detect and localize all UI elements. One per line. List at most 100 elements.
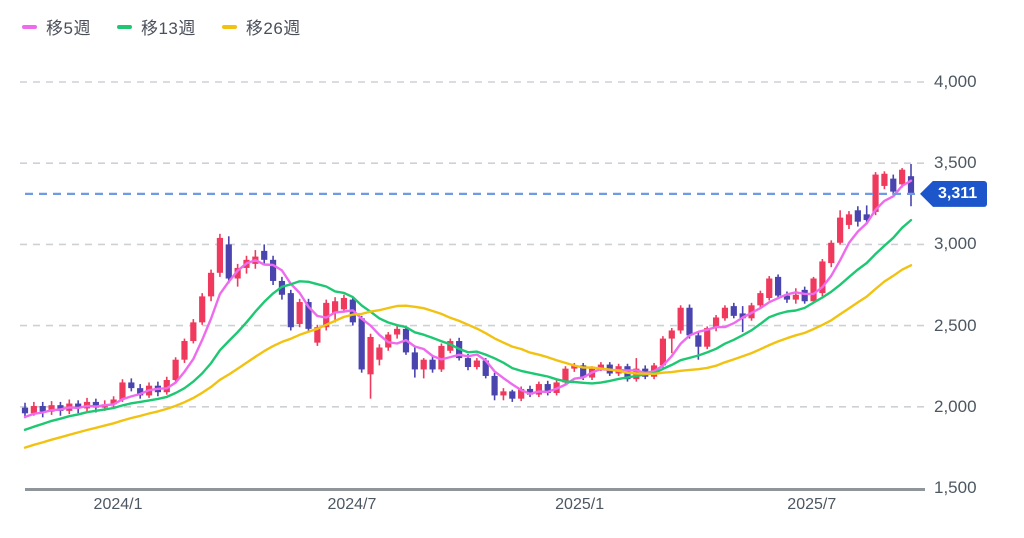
- candle-body: [411, 352, 418, 370]
- x-axis-label: 2025/7: [787, 496, 837, 513]
- candle-body: [881, 173, 888, 186]
- candle-body: [181, 341, 188, 360]
- candle-body: [172, 359, 179, 381]
- candle-body: [119, 382, 126, 400]
- x-axis-label: 2024/1: [93, 496, 143, 513]
- candle-body: [234, 267, 241, 279]
- candle-body: [783, 295, 791, 300]
- ma5-line-swatch-icon: [22, 24, 37, 29]
- current-price-value: 3,311: [938, 184, 978, 202]
- candle-body: [597, 364, 604, 369]
- chart-legend: 移5週 移13週 移26週: [22, 14, 301, 39]
- candle-body: [261, 250, 268, 260]
- y-axis-label: 2,500: [934, 315, 977, 335]
- candle-body: [314, 327, 321, 343]
- candle-body: [39, 405, 46, 412]
- candle-body: [801, 289, 808, 302]
- candle-body: [668, 330, 675, 339]
- candle-body: [899, 169, 906, 185]
- candle-body: [854, 210, 861, 222]
- candle-body: [509, 391, 516, 399]
- candle-body: [128, 382, 135, 389]
- candle-body: [837, 217, 844, 243]
- candle-body: [207, 272, 215, 297]
- candle-body: [429, 359, 436, 370]
- candle-body: [721, 307, 729, 319]
- legend-item-ma13: 移13週: [116, 14, 196, 39]
- candle-body: [819, 261, 826, 294]
- candle-body: [30, 405, 37, 414]
- candle-body: [225, 244, 232, 279]
- candle-body: [376, 347, 383, 360]
- ma13-line-swatch-icon: [116, 24, 132, 29]
- candle-body: [296, 302, 303, 324]
- candle-body: [92, 401, 99, 408]
- legend-label-ma26: 移26週: [245, 19, 301, 38]
- ma26-line-swatch-icon: [221, 24, 237, 29]
- candle-body: [544, 384, 551, 393]
- candle-body: [323, 302, 330, 328]
- legend-item-ma5: 移5週: [22, 14, 91, 39]
- candle-body: [420, 359, 427, 370]
- candle-body: [137, 388, 144, 396]
- candle-body: [305, 302, 312, 329]
- candle-body: [872, 174, 879, 212]
- y-axis-label: 2,000: [934, 396, 977, 416]
- candle-body: [57, 405, 64, 411]
- candle-body: [712, 317, 720, 329]
- candle-body: [491, 375, 498, 396]
- candle-body: [190, 322, 197, 342]
- candle-body: [75, 403, 82, 409]
- candle-body: [526, 388, 534, 395]
- candle-body: [163, 380, 170, 393]
- candle-body: [810, 278, 817, 302]
- candle-body: [500, 391, 507, 396]
- legend-item-ma26: 移26週: [221, 14, 301, 39]
- x-axis-label: 2024/7: [327, 496, 377, 513]
- legend-label-ma5: 移5週: [46, 19, 91, 38]
- candle-body: [863, 214, 870, 221]
- candle-body: [704, 328, 711, 347]
- ma26-line: [23, 264, 913, 449]
- candle-body: [677, 307, 684, 331]
- candle-body: [739, 313, 746, 319]
- candle-body: [907, 176, 915, 194]
- y-axis-label: 4,000: [934, 72, 977, 91]
- candle-body: [845, 214, 853, 225]
- candle-body: [394, 328, 401, 335]
- candle-body: [473, 360, 480, 368]
- candle-body: [367, 336, 374, 375]
- current-price-badge: 3,311: [920, 180, 988, 207]
- candle-body: [287, 293, 294, 328]
- y-axis-label: 3,500: [934, 153, 977, 173]
- candle-body: [695, 335, 702, 347]
- candle-body: [792, 294, 799, 300]
- candle-body: [580, 365, 587, 378]
- candle-body: [730, 306, 737, 316]
- y-axis-label: 1,500: [934, 478, 977, 497]
- candle-body: [518, 388, 525, 399]
- candle-body: [686, 307, 693, 336]
- candle-body: [438, 345, 445, 370]
- candle-body: [269, 259, 277, 281]
- candles: [21, 164, 915, 419]
- candle-body: [340, 297, 348, 310]
- y-axis-label: 3,000: [934, 234, 977, 254]
- candle-body: [757, 293, 764, 306]
- candle-body: [890, 178, 897, 192]
- candle-body: [828, 242, 835, 264]
- candle-body: [775, 276, 782, 296]
- candle-body: [332, 301, 339, 314]
- ma13-line: [23, 218, 913, 431]
- candle-body: [21, 407, 29, 414]
- x-axis-label: 2025/1: [555, 496, 605, 513]
- candle-body: [358, 318, 365, 370]
- candle-body: [216, 237, 224, 273]
- candle-body: [199, 296, 206, 323]
- candle-body: [464, 358, 472, 368]
- candle-body: [535, 384, 542, 395]
- candle-body: [48, 405, 55, 412]
- legend-label-ma13: 移13週: [140, 19, 196, 38]
